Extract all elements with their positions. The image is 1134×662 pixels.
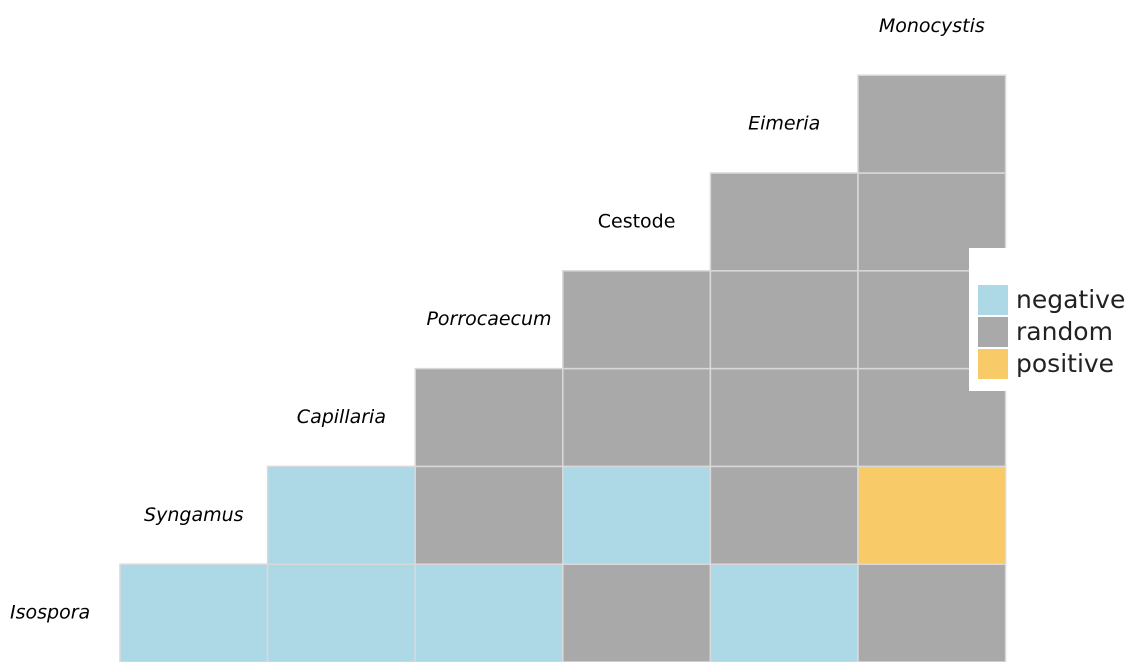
legend-swatch-random xyxy=(978,317,1008,347)
cell-capillaria-porrocaecum-random xyxy=(414,367,564,468)
label-syngamus: Syngamus xyxy=(144,504,244,526)
label-monocystis: Monocystis xyxy=(879,15,985,37)
legend-label-random: random xyxy=(1016,317,1113,346)
cell-isospora-cestode-random xyxy=(562,563,712,662)
label-eimeria: Eimeria xyxy=(748,113,820,135)
cell-syngamus-cestode-negative xyxy=(562,465,712,565)
heatmap-cells xyxy=(119,74,1007,662)
cell-isospora-syngamus-negative xyxy=(119,563,269,662)
cell-syngamus-capillaria-negative xyxy=(266,465,416,565)
label-capillaria: Capillaria xyxy=(297,406,386,428)
legend: negative random positive xyxy=(969,248,1129,391)
species-labels: Isospora Syngamus Capillaria Porrocaecum Ces… xyxy=(10,15,985,624)
cell-isospora-monocystis-random xyxy=(857,563,1007,662)
cell-porrocaecum-cestode-random xyxy=(562,270,712,370)
cell-porrocaecum-eimeria-random xyxy=(709,270,859,370)
cell-syngamus-eimeria-random xyxy=(709,465,859,565)
cell-syngamus-porrocaecum-random xyxy=(414,465,564,565)
legend-swatch-positive xyxy=(978,349,1008,379)
legend-swatch-negative xyxy=(978,285,1008,315)
cell-eimeria-monocystis-random xyxy=(857,74,1007,174)
cell-capillaria-eimeria-random xyxy=(709,367,859,468)
cell-isospora-porrocaecum-negative xyxy=(414,563,564,662)
cell-isospora-capillaria-negative xyxy=(266,563,416,662)
label-isospora: Isospora xyxy=(10,602,90,624)
label-porrocaecum: Porrocaecum xyxy=(426,308,551,330)
label-cestode: Cestode xyxy=(598,210,676,232)
cell-syngamus-monocystis-positive xyxy=(857,465,1007,565)
cell-isospora-eimeria-negative xyxy=(709,563,859,662)
cell-capillaria-cestode-random xyxy=(562,367,712,468)
cell-cestode-eimeria-random xyxy=(709,172,859,272)
legend-label-positive: positive xyxy=(1016,349,1114,378)
legend-label-negative: negative xyxy=(1016,285,1125,314)
